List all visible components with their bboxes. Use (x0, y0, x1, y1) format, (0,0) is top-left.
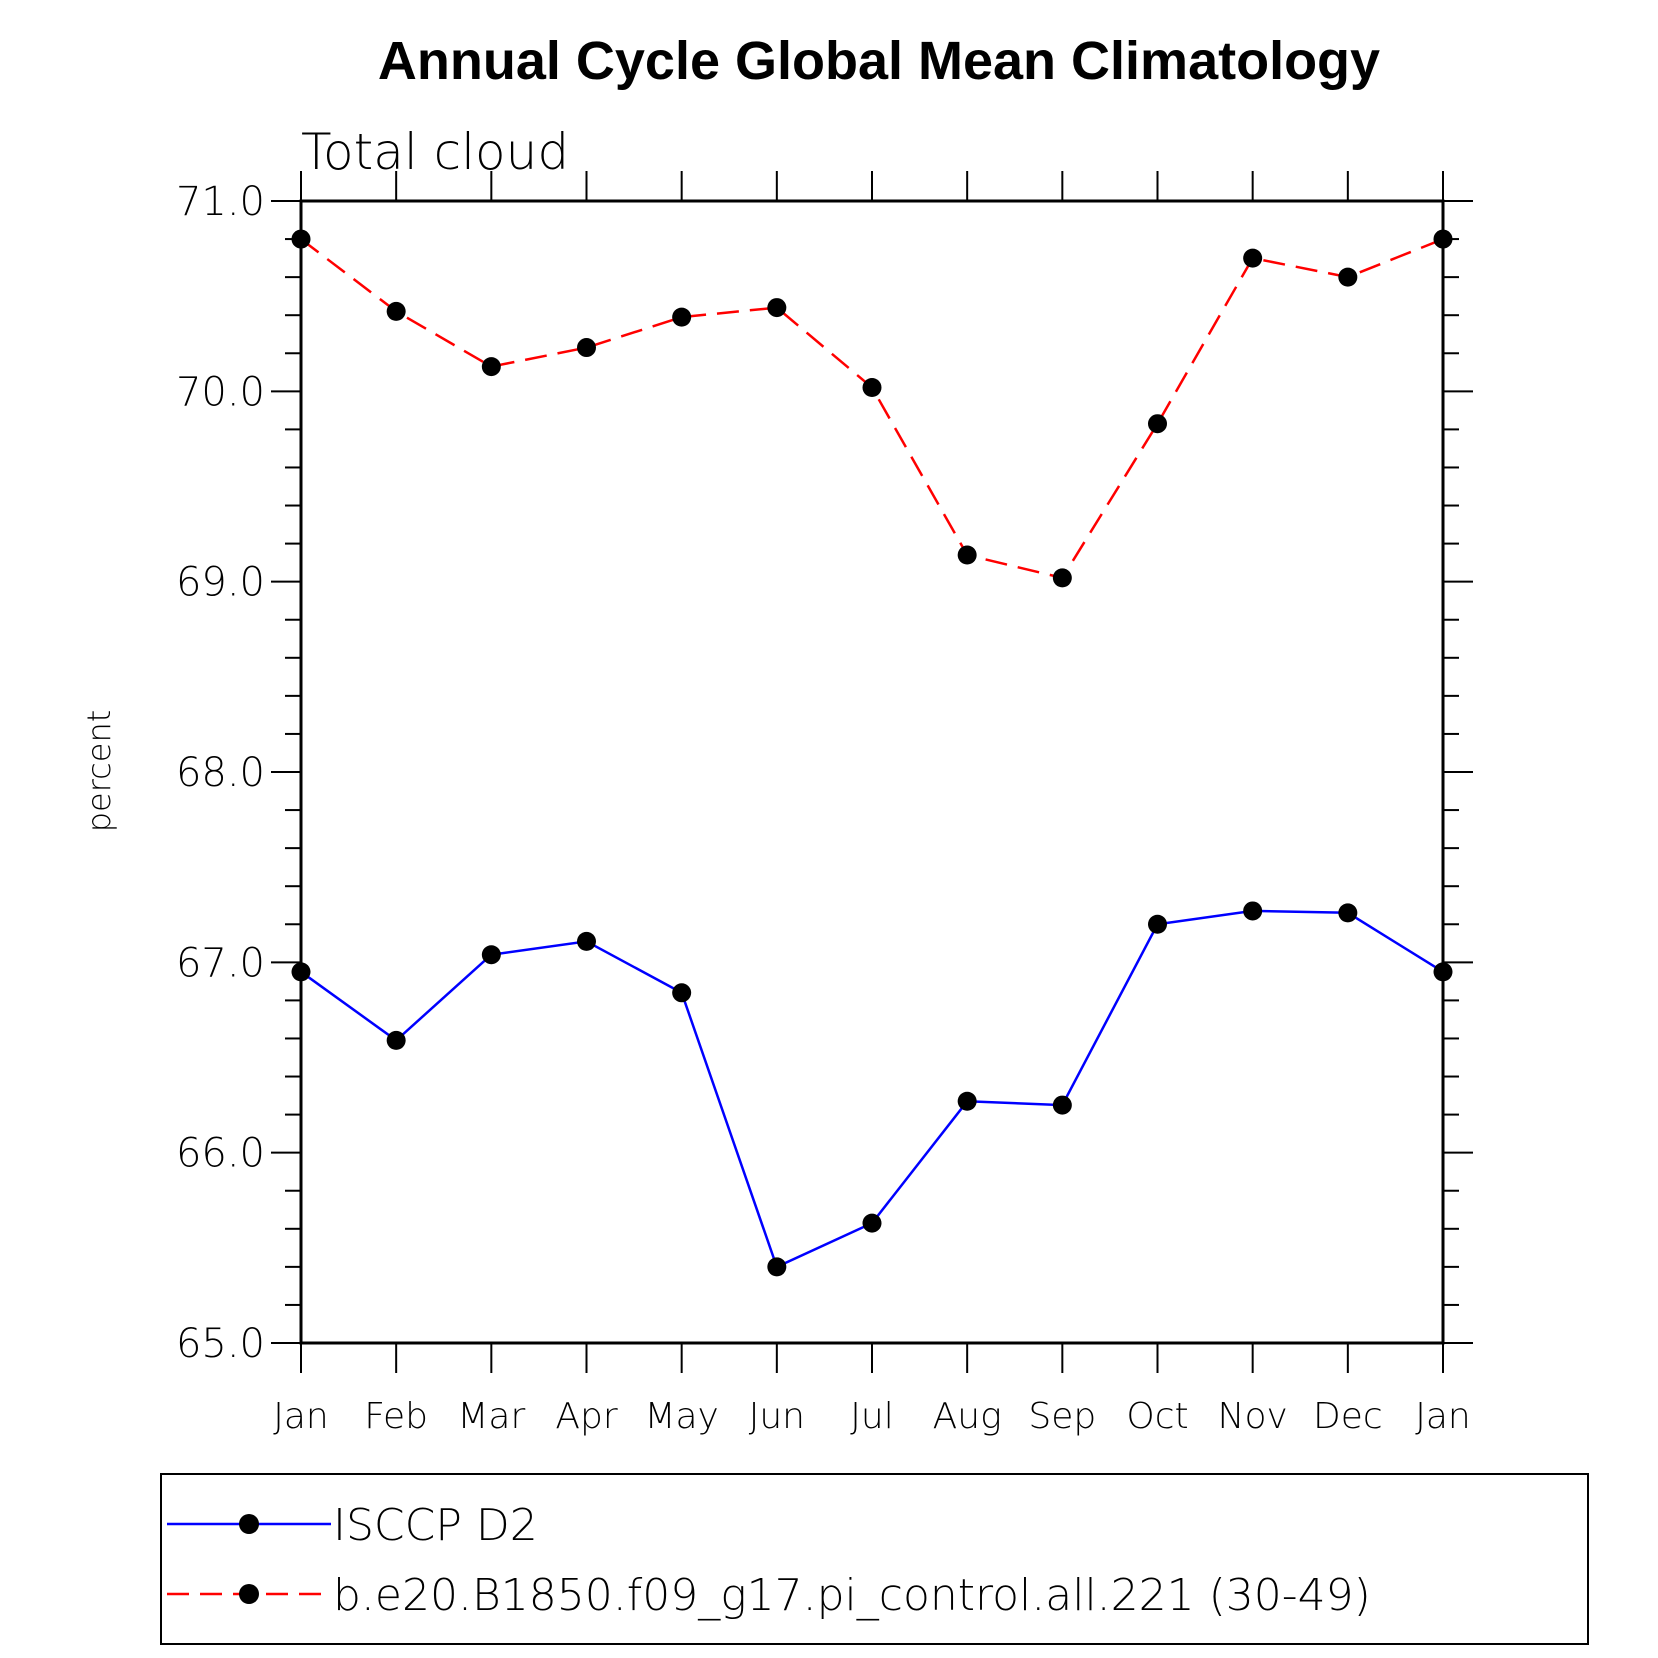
data-point (1433, 229, 1453, 249)
chart-title: Annual Cycle Global Mean Climatology (378, 31, 1380, 91)
legend-marker-2 (239, 1584, 259, 1604)
data-point (291, 229, 311, 249)
x-tick-label: May (644, 1396, 718, 1437)
data-point (1052, 1095, 1072, 1115)
series-line-1 (300, 909, 1444, 1269)
data-point (386, 1030, 406, 1050)
data-point (767, 1257, 787, 1277)
data-point (1243, 901, 1263, 921)
data-point (386, 301, 406, 321)
legend-label-2: b.e20.B1850.f09_g17.pi_control.all.221 (… (333, 1570, 1371, 1621)
legend-label-1: ISCCP D2 (333, 1500, 538, 1551)
x-tick-label: Feb (364, 1396, 428, 1437)
data-point (1052, 568, 1072, 588)
data-point (1148, 914, 1167, 934)
data-point (672, 983, 692, 1003)
data-point (577, 931, 596, 951)
data-point (957, 1091, 977, 1111)
x-tick-label: Dec (1313, 1396, 1383, 1437)
x-tick-labels: Jan Feb Mar Apr May Jun Jul Aug Sep Oct Nov Dec Jan (273, 1396, 1471, 1437)
data-point (1148, 414, 1167, 434)
plot-frame (299, 199, 1445, 1345)
data-point (672, 307, 692, 327)
legend: ISCCP D2 b.e20.B1850.f09_g17.pi_control.a… (167, 1500, 1371, 1621)
data-point (767, 298, 787, 318)
x-tick-label: Jul (850, 1396, 893, 1437)
y-tick-labels: 65.0 66.0 67.0 68.0 69.0 70.0 71.0 (176, 179, 265, 1367)
data-point (862, 1213, 882, 1233)
legend-marker-1 (239, 1514, 259, 1534)
x-tick-label: Sep (1028, 1396, 1096, 1437)
data-point (957, 545, 977, 565)
y-tick-label: 66.0 (176, 1131, 265, 1177)
legend-box (160, 1473, 1589, 1645)
x-tick-label: Nov (1218, 1396, 1288, 1437)
series-line-2 (300, 237, 1444, 580)
x-tick-label: Aug (933, 1396, 1002, 1437)
x-tick-label: Mar (457, 1396, 525, 1437)
chart-subtitle: Total cloud (301, 123, 569, 181)
x-tick-label: Jan (1415, 1396, 1471, 1437)
y-tick-label: 67.0 (176, 940, 265, 986)
y-tick-label: 68.0 (176, 750, 265, 796)
x-tick-label: Oct (1126, 1396, 1188, 1437)
data-point (1338, 267, 1358, 287)
y-tick-label: 71.0 (176, 179, 265, 225)
data-point (481, 945, 501, 965)
x-tick-label: Jun (749, 1396, 805, 1437)
series-layer (291, 229, 1453, 1277)
y-tick-label: 69.0 (176, 560, 265, 606)
y-tick-label: 65.0 (176, 1321, 265, 1367)
y-axis-label: percent (80, 710, 118, 833)
data-point (577, 338, 596, 358)
data-point (481, 357, 501, 377)
data-point (1243, 248, 1263, 268)
x-tick-label: Apr (555, 1396, 617, 1437)
data-point (1338, 903, 1358, 923)
y-tick-label: 70.0 (176, 369, 265, 415)
data-point (1433, 962, 1453, 982)
x-tick-label: Jan (273, 1396, 329, 1437)
axis-ticks (271, 171, 1473, 1373)
data-point (291, 962, 311, 982)
data-point (862, 378, 882, 398)
